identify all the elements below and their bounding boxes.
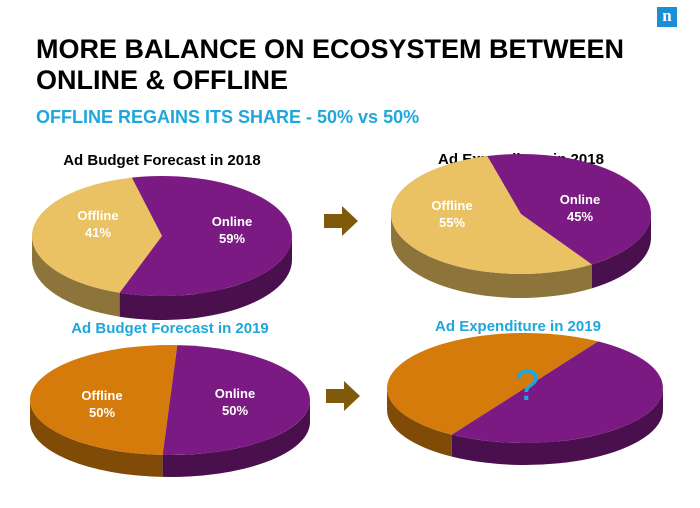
pie-side-online <box>451 388 663 465</box>
chart-title: Ad Expenditure in 2019 <box>435 318 601 335</box>
pie-chart-4: Ad Expenditure in 2019? <box>387 318 663 465</box>
pie-slice-online <box>451 341 663 443</box>
page-title-line-1: MORE BALANCE ON ECOSYSTEM BETWEEN <box>36 34 625 64</box>
pie-side-online <box>119 236 292 321</box>
nielsen-logo: n <box>657 7 677 27</box>
slice-value-online: 59% <box>219 231 245 246</box>
pie-chart-3: Ad Budget Forecast in 2019 Offline 50% Onli… <box>30 320 311 478</box>
pie-slice-online <box>487 154 651 265</box>
pie-chart-1: Ad Budget Forecast in 2018 Offline 41% Onli… <box>32 152 293 321</box>
slice-label-offline: Offline <box>81 388 122 403</box>
pie-slice-offline <box>32 177 162 293</box>
slice-label-offline: Offline <box>77 208 118 223</box>
pie-slice-online <box>162 345 311 455</box>
question-mark-annotation: ? <box>515 361 539 410</box>
slice-label-online: Online <box>215 386 255 401</box>
slice-value-offline: 50% <box>89 405 115 420</box>
slice-value-offline: 41% <box>85 225 111 240</box>
pie-slice-offline <box>390 156 592 274</box>
slice-label-offline: Offline <box>431 198 472 213</box>
pie-side-offline <box>391 214 592 298</box>
page-subtitle: OFFLINE REGAINS ITS SHARE - 50% vs 50% <box>36 107 420 127</box>
arrow-right-icon <box>326 381 360 411</box>
slice-label-online: Online <box>560 192 600 207</box>
slice-value-online: 45% <box>567 209 593 224</box>
pie-side-offline <box>32 236 120 317</box>
slice-value-online: 50% <box>222 403 248 418</box>
pie-slice-offline <box>387 333 599 435</box>
pie-chart-2: Ad Expenditure in 2018Offline55%Online45… <box>390 151 651 298</box>
pie-slice-online <box>119 176 293 296</box>
chart-title: Ad Budget Forecast in 2018 <box>63 152 261 169</box>
page-title-line-2: ONLINE & OFFLINE <box>36 65 288 95</box>
pie-side-online <box>162 400 310 478</box>
pie-side-offline <box>30 400 163 477</box>
slice-value-offline: 55% <box>439 215 465 230</box>
pie-side-online <box>591 214 651 289</box>
arrow-right-icon <box>324 206 358 236</box>
pie-slice-offline <box>30 345 178 455</box>
pie-side-offline <box>387 388 452 457</box>
chart-title: Ad Budget Forecast in 2019 <box>71 320 269 337</box>
slice-label-online: Online <box>212 214 252 229</box>
page-title: MORE BALANCE ON ECOSYSTEM BETWEEN ONLINE… <box>36 34 676 96</box>
